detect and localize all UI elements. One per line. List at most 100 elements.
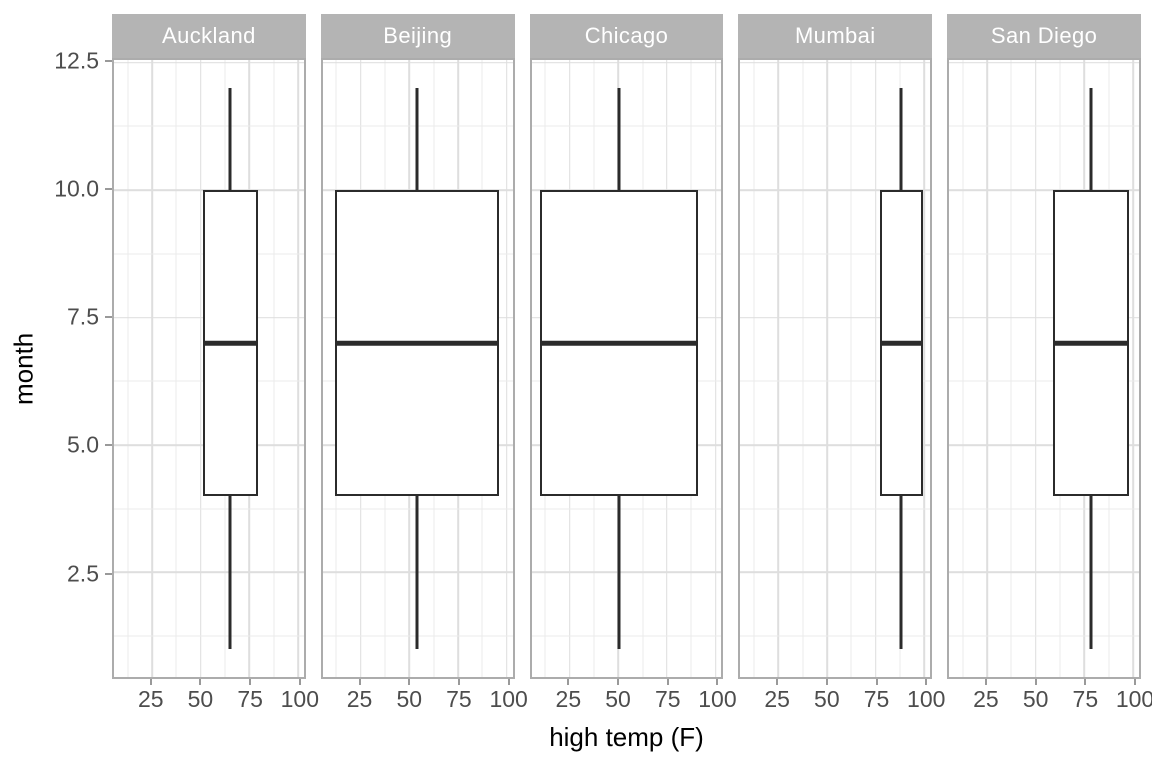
gridline-x-major <box>777 60 780 677</box>
gridline-x-major <box>1035 60 1037 677</box>
x-tick-label: 100 <box>1115 686 1152 712</box>
x-tick-mark <box>1034 679 1037 685</box>
gridline-x-major <box>826 60 828 677</box>
x-axis: 25 50 75 100 <box>738 679 945 713</box>
facet-strip-label: Beijing <box>320 14 515 58</box>
x-tick-label: 25 <box>764 686 790 712</box>
gridline-y-minor <box>114 508 304 510</box>
gridline-y-minor <box>531 635 722 637</box>
x-tick-mark <box>984 679 987 685</box>
gridline-y-major <box>531 61 722 64</box>
gridline-y-major <box>949 444 1139 446</box>
x-tick-label: 100 <box>489 686 528 712</box>
gridline-x-major <box>1132 60 1134 677</box>
x-tick-mark <box>825 679 828 685</box>
x-tick-mark <box>567 679 570 685</box>
y-tick-label: 12.5 <box>54 47 99 74</box>
gridline-y-minor <box>740 635 931 637</box>
gridline-y-major <box>114 571 304 574</box>
y-tick-mark <box>105 316 112 319</box>
x-tick-mark <box>149 679 152 685</box>
facet-strip-label: Chicago <box>529 14 724 58</box>
x-tick-label: 100 <box>698 686 737 712</box>
x-tick-mark <box>875 679 878 685</box>
facet-row: Auckland 25 50 75 100 Beijing 25 50 75 100 Chicago… <box>112 14 1152 713</box>
gridline-x-major <box>986 60 988 677</box>
boxplot-median-line <box>335 340 499 346</box>
y-tick-label: 7.5 <box>67 303 99 330</box>
x-axis: 25 50 75 100 <box>321 679 528 713</box>
x-tick-label: 100 <box>280 686 320 712</box>
y-tick-mark <box>105 572 112 575</box>
x-tick-label: 75 <box>446 686 472 712</box>
x-tick-mark <box>925 679 928 685</box>
gridline-x-minor <box>127 60 129 677</box>
gridline-y-minor <box>740 253 931 255</box>
gridline-y-minor <box>949 253 1139 255</box>
gridline-y-major <box>114 61 304 64</box>
gridline-y-minor <box>949 508 1139 510</box>
gridline-x-minor <box>273 60 275 677</box>
x-tick-mark <box>457 679 460 685</box>
x-tick-label: 75 <box>1072 686 1099 712</box>
x-tick-label: 50 <box>187 686 214 712</box>
gridline-y-major <box>740 571 931 574</box>
boxplot-median-line <box>1053 340 1130 346</box>
facet-strip-label: Mumbai <box>738 14 933 58</box>
x-tick-label: 75 <box>863 686 890 712</box>
x-tick-mark <box>1134 679 1137 685</box>
gridline-y-minor <box>740 125 931 127</box>
facet-panel <box>738 58 933 679</box>
gridline-y-major <box>949 189 1139 191</box>
facet-panel <box>947 58 1141 679</box>
x-tick-label: 50 <box>605 686 631 712</box>
y-tick-mark <box>105 59 112 62</box>
facet-column-san-diego: San Diego 25 50 75 100 <box>947 14 1152 713</box>
gridline-x-minor <box>175 60 177 677</box>
x-tick-label: 75 <box>654 686 681 712</box>
x-tick-mark <box>249 679 252 685</box>
x-tick-mark <box>507 679 510 685</box>
x-tick-mark <box>666 679 669 685</box>
gridline-x-major <box>505 60 508 677</box>
x-axis: 25 50 75 100 <box>530 679 737 713</box>
boxplot-median-line <box>202 340 259 346</box>
gridline-x-major <box>151 60 153 677</box>
gridline-x-major <box>714 60 717 677</box>
facet-column-auckland: Auckland 25 50 75 100 <box>112 14 319 713</box>
gridline-x-major <box>874 60 877 677</box>
facet-strip-label: Auckland <box>112 14 306 58</box>
y-tick-label: 10.0 <box>54 175 99 202</box>
x-axis: 25 50 75 100 <box>947 679 1152 713</box>
gridline-y-minor <box>949 125 1139 127</box>
y-tick-mark <box>105 444 112 447</box>
x-tick-label: 50 <box>396 686 423 712</box>
x-tick-mark <box>298 679 301 685</box>
x-tick-mark <box>617 679 620 685</box>
gridline-y-major <box>740 189 931 191</box>
x-tick-label: 50 <box>814 686 840 712</box>
gridline-y-minor <box>740 380 931 382</box>
x-tick-mark <box>358 679 361 685</box>
gridline-y-major <box>949 571 1139 574</box>
gridline-x-minor <box>850 60 852 677</box>
x-tick-label: 25 <box>137 686 164 712</box>
boxplot-median-line <box>540 340 699 346</box>
x-tick-mark <box>408 679 411 685</box>
gridline-y-minor <box>531 508 722 510</box>
facet-panel <box>320 58 515 679</box>
x-tick-label: 25 <box>973 686 999 712</box>
x-tick-label: 50 <box>1022 686 1049 712</box>
x-tick-mark <box>1084 679 1087 685</box>
gridline-x-major <box>923 60 926 677</box>
facet-column-beijing: Beijing 25 50 75 100 <box>320 14 528 713</box>
gridline-y-minor <box>740 508 931 510</box>
facet-column-chicago: Chicago 25 50 75 100 <box>529 14 737 713</box>
x-tick-mark <box>199 679 202 685</box>
gridline-x-minor <box>1010 60 1012 677</box>
gridline-x-major <box>199 60 202 677</box>
x-tick-label: 75 <box>237 686 263 712</box>
gridline-y-minor <box>949 635 1139 637</box>
x-tick-mark <box>716 679 719 685</box>
